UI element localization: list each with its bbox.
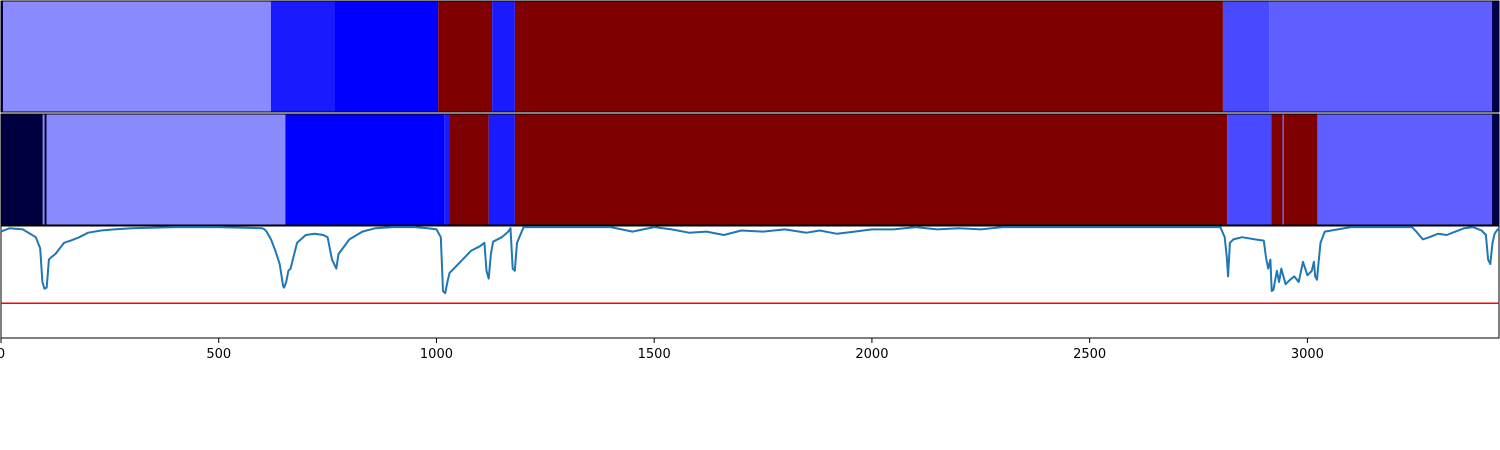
x-tick-label: 1500 bbox=[638, 347, 671, 362]
heatmap-strip-2 bbox=[0, 113, 1500, 226]
heatmap-strip-1-segment bbox=[335, 1, 439, 112]
heatmap-strip-1-frame bbox=[0, 0, 1500, 113]
heatmap-strip-2-segment bbox=[1282, 114, 1284, 225]
heatmap-strip-2-frame bbox=[0, 113, 1500, 226]
heatmap-strip-2-segment bbox=[1227, 114, 1272, 225]
heatmap-strip-2-segment bbox=[444, 114, 450, 225]
heatmap-strip-2-segment bbox=[1271, 114, 1283, 225]
heatmap-strip-1-segment bbox=[1, 1, 4, 112]
heatmap-strip-1-segment bbox=[270, 1, 336, 112]
x-tick-label: 0 bbox=[0, 347, 5, 362]
heatmap-strip-1-segment bbox=[1222, 1, 1270, 112]
x-tick-label: 2000 bbox=[855, 347, 888, 362]
heatmap-strip-1-segment bbox=[3, 1, 271, 112]
heatmap-strip-2-segment bbox=[488, 114, 515, 225]
x-tick-label: 3000 bbox=[1291, 347, 1324, 362]
line-panel bbox=[0, 225, 1500, 339]
heatmap-strip-2-segment bbox=[46, 114, 286, 225]
x-tick-label: 2500 bbox=[1073, 347, 1106, 362]
heatmap-strip-1-segment bbox=[1492, 1, 1499, 112]
heatmap-strip-1-segment bbox=[1269, 1, 1493, 112]
line-panel-frame bbox=[0, 225, 1500, 339]
heatmap-strip-2-segment bbox=[449, 114, 489, 225]
heatmap-strip-2-segment bbox=[514, 114, 1228, 225]
heatmap-strip-2-segment bbox=[1492, 114, 1499, 225]
x-tick-label: 500 bbox=[206, 347, 231, 362]
heatmap-strip-2-segment bbox=[42, 114, 45, 225]
heatmap-strip-2-segment bbox=[1317, 114, 1493, 225]
heatmap-strip-2-segment bbox=[1, 114, 43, 225]
heatmap-strip-2-segment bbox=[285, 114, 445, 225]
heatmap-strip-2-segment bbox=[44, 114, 47, 225]
series-line bbox=[0, 226, 1500, 295]
heatmap-strip-1-segment bbox=[438, 1, 493, 112]
heatmap-strip-2-segment bbox=[1283, 114, 1318, 225]
heatmap-strip-1-segment bbox=[492, 1, 515, 112]
heatmap-strip-1 bbox=[0, 0, 1500, 113]
x-axis: 0 500 1000 1500 2000 2500 3000 bbox=[0, 337, 1499, 362]
heatmap-strip-1-segment bbox=[514, 1, 1223, 112]
x-tick-label: 1000 bbox=[420, 347, 453, 362]
